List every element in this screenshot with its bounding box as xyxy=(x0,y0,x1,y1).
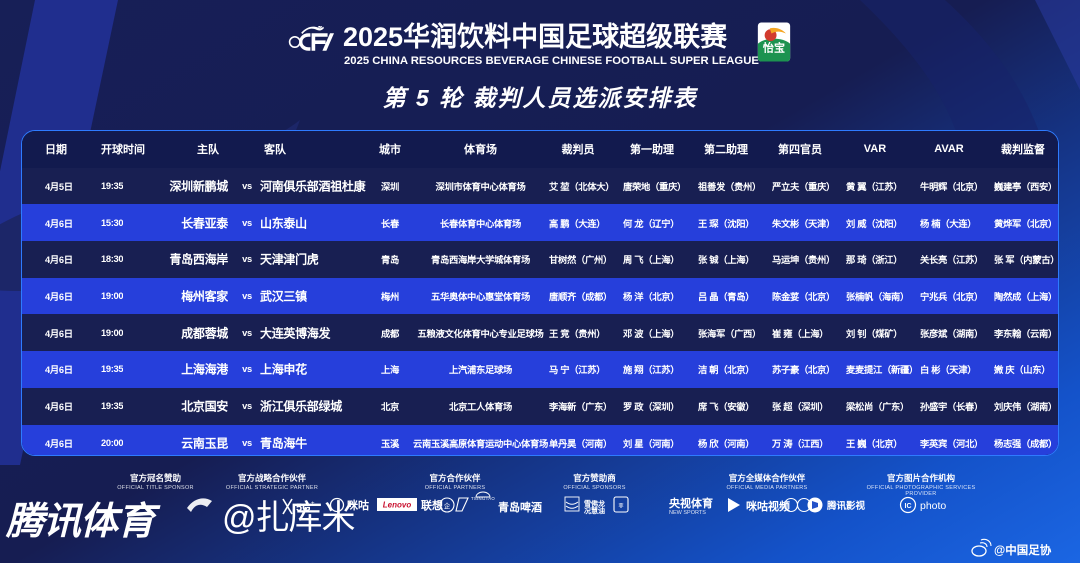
svg-text:怡宝: 怡宝 xyxy=(763,40,785,54)
svg-text:雪佛龙: 雪佛龙 xyxy=(584,499,605,508)
svg-text:青岛啤酒: 青岛啤酒 xyxy=(498,500,542,514)
svg-text:NEW SPORTS: NEW SPORTS xyxy=(669,510,706,516)
svg-text:咪咕视频: 咪咕视频 xyxy=(746,499,790,513)
svg-text:央视体育: 央视体育 xyxy=(669,496,713,510)
svg-text:+: + xyxy=(311,501,315,507)
svg-text:@中国足协: @中国足协 xyxy=(994,543,1052,557)
svg-text:菲: 菲 xyxy=(618,503,623,510)
svg-text:IC: IC xyxy=(905,503,912,510)
svg-text:腾讯影视: 腾讯影视 xyxy=(826,500,866,512)
svg-text:photo: photo xyxy=(920,500,946,512)
svg-text:咪咕: 咪咕 xyxy=(347,498,369,512)
svg-text:企: 企 xyxy=(444,501,451,510)
svg-text:5G: 5G xyxy=(296,502,311,514)
svg-text:况慧油: 况慧油 xyxy=(584,506,605,515)
svg-text:Lenovo: Lenovo xyxy=(383,501,412,510)
